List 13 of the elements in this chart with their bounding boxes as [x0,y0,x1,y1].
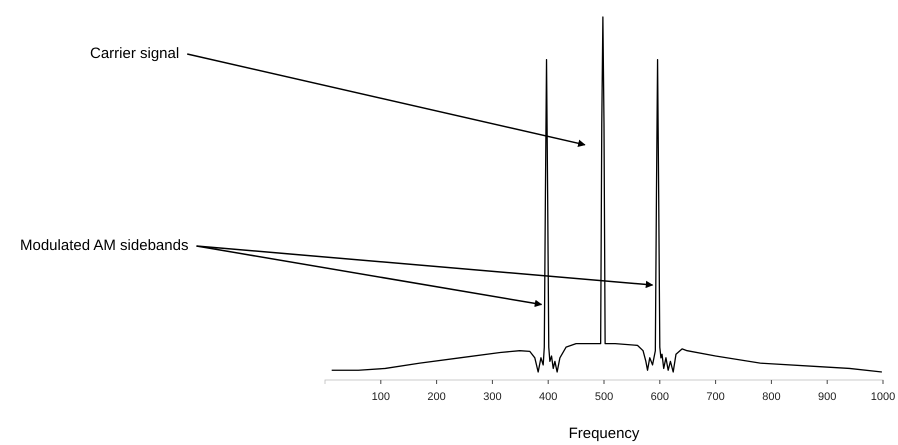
x-tick-label: 100 [372,390,390,403]
text: Carrier signal [90,45,180,62]
x-tick-label: 600 [650,390,669,403]
x-tick-label: 900 [818,390,836,403]
x-axis-title: Frequency [568,425,640,442]
x-tick-label: 200 [427,390,446,403]
x-tick-label: 1000 [870,390,896,403]
text: Modulated AM sidebands [20,237,188,254]
x-tick-label: 800 [762,390,781,403]
x-tick-label: 500 [594,390,614,403]
x-tick-label: 700 [706,390,725,403]
x-tick-label: 300 [483,390,502,403]
x-tick-label: 400 [539,390,558,403]
